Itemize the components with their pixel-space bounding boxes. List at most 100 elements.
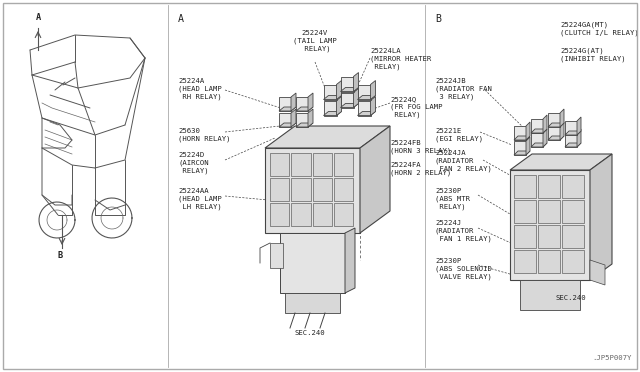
Text: A: A <box>36 13 41 22</box>
Polygon shape <box>360 126 390 233</box>
Polygon shape <box>279 113 291 127</box>
Polygon shape <box>526 122 530 140</box>
Polygon shape <box>358 96 376 99</box>
Polygon shape <box>358 100 371 115</box>
Polygon shape <box>531 133 543 147</box>
Polygon shape <box>296 123 313 127</box>
Polygon shape <box>270 203 289 226</box>
Polygon shape <box>270 178 289 201</box>
Text: 25230P
(ABS SOLENOID
 VALVE RELAY): 25230P (ABS SOLENOID VALVE RELAY) <box>435 258 492 280</box>
Polygon shape <box>538 250 560 273</box>
Polygon shape <box>353 73 358 92</box>
Polygon shape <box>514 136 530 140</box>
Polygon shape <box>520 280 580 310</box>
Polygon shape <box>340 87 358 92</box>
Text: 25224LA
(MIRROR HEATER
 RELAY): 25224LA (MIRROR HEATER RELAY) <box>370 48 431 70</box>
Polygon shape <box>265 148 360 233</box>
Polygon shape <box>514 151 530 155</box>
Text: 25224FA
(HORN 2 RELAY): 25224FA (HORN 2 RELAY) <box>390 162 451 176</box>
Polygon shape <box>538 225 560 248</box>
Polygon shape <box>340 77 353 92</box>
Polygon shape <box>337 80 342 99</box>
Text: 25224JB
(RADIATOR FAN
 3 RELAY): 25224JB (RADIATOR FAN 3 RELAY) <box>435 78 492 100</box>
Polygon shape <box>548 126 560 140</box>
Polygon shape <box>308 109 313 127</box>
Polygon shape <box>514 141 526 155</box>
Polygon shape <box>531 143 547 147</box>
Polygon shape <box>291 203 310 226</box>
Polygon shape <box>340 93 353 108</box>
Polygon shape <box>353 89 358 108</box>
Polygon shape <box>323 96 342 99</box>
Polygon shape <box>270 243 283 268</box>
Polygon shape <box>510 170 590 280</box>
Polygon shape <box>323 84 337 99</box>
Polygon shape <box>562 175 584 198</box>
Polygon shape <box>565 131 581 135</box>
Polygon shape <box>291 153 310 176</box>
Polygon shape <box>296 107 313 111</box>
Polygon shape <box>308 93 313 111</box>
Polygon shape <box>538 200 560 223</box>
Polygon shape <box>531 129 547 133</box>
Text: 25224GA(MT)
(CLUTCH I/L RELAY): 25224GA(MT) (CLUTCH I/L RELAY) <box>560 22 639 36</box>
Text: 25630
(HORN RELAY): 25630 (HORN RELAY) <box>178 128 230 142</box>
Polygon shape <box>345 228 355 293</box>
Text: 25221E
(EGI RELAY): 25221E (EGI RELAY) <box>435 128 483 142</box>
Polygon shape <box>565 143 581 147</box>
Text: 25224V
(TAIL LAMP
 RELAY): 25224V (TAIL LAMP RELAY) <box>293 30 337 52</box>
Polygon shape <box>548 123 564 127</box>
Polygon shape <box>577 117 581 135</box>
Polygon shape <box>340 103 358 108</box>
Polygon shape <box>514 250 536 273</box>
Polygon shape <box>371 96 376 115</box>
Polygon shape <box>280 233 345 293</box>
Polygon shape <box>565 121 577 135</box>
Polygon shape <box>323 100 337 115</box>
Text: 25224FB
(HORN 3 RELAY): 25224FB (HORN 3 RELAY) <box>390 140 451 154</box>
Polygon shape <box>333 178 353 201</box>
Polygon shape <box>296 113 308 127</box>
Polygon shape <box>358 84 371 99</box>
Text: B: B <box>58 251 63 260</box>
Polygon shape <box>279 123 296 127</box>
Polygon shape <box>312 203 332 226</box>
Polygon shape <box>371 80 376 99</box>
Polygon shape <box>548 113 560 127</box>
Polygon shape <box>514 200 536 223</box>
Polygon shape <box>560 122 564 140</box>
Text: 25224AA
(HEAD LAMP
 LH RELAY): 25224AA (HEAD LAMP LH RELAY) <box>178 188 221 210</box>
Polygon shape <box>590 260 605 285</box>
Polygon shape <box>543 129 547 147</box>
Polygon shape <box>514 175 536 198</box>
Polygon shape <box>333 203 353 226</box>
Polygon shape <box>279 107 296 111</box>
Polygon shape <box>548 136 564 140</box>
Text: 25224D
(AIRCON
 RELAY): 25224D (AIRCON RELAY) <box>178 152 209 174</box>
Polygon shape <box>358 112 376 115</box>
Text: .JP5P007Y: .JP5P007Y <box>593 355 632 361</box>
Text: B: B <box>435 14 441 24</box>
Polygon shape <box>270 153 289 176</box>
Polygon shape <box>291 109 296 127</box>
Polygon shape <box>565 133 577 147</box>
Text: 25224G(AT)
(INHIBIT RELAY): 25224G(AT) (INHIBIT RELAY) <box>560 48 626 62</box>
Polygon shape <box>514 126 526 140</box>
Polygon shape <box>562 200 584 223</box>
Polygon shape <box>296 97 308 111</box>
Text: SEC.240: SEC.240 <box>294 330 325 336</box>
Polygon shape <box>279 97 291 111</box>
Polygon shape <box>538 175 560 198</box>
Polygon shape <box>291 93 296 111</box>
Polygon shape <box>526 137 530 155</box>
Polygon shape <box>337 96 342 115</box>
Polygon shape <box>514 225 536 248</box>
Text: 25224J
(RADIATOR
 FAN 1 RELAY): 25224J (RADIATOR FAN 1 RELAY) <box>435 220 492 242</box>
Polygon shape <box>323 112 342 115</box>
Polygon shape <box>291 178 310 201</box>
Text: 25224Q
(FR FOG LAMP
 RELAY): 25224Q (FR FOG LAMP RELAY) <box>390 96 442 118</box>
Text: 25224JA
(RADIATOR
 FAN 2 RELAY): 25224JA (RADIATOR FAN 2 RELAY) <box>435 150 492 172</box>
Polygon shape <box>510 154 612 170</box>
Text: SEC.240: SEC.240 <box>555 295 586 301</box>
Polygon shape <box>562 225 584 248</box>
